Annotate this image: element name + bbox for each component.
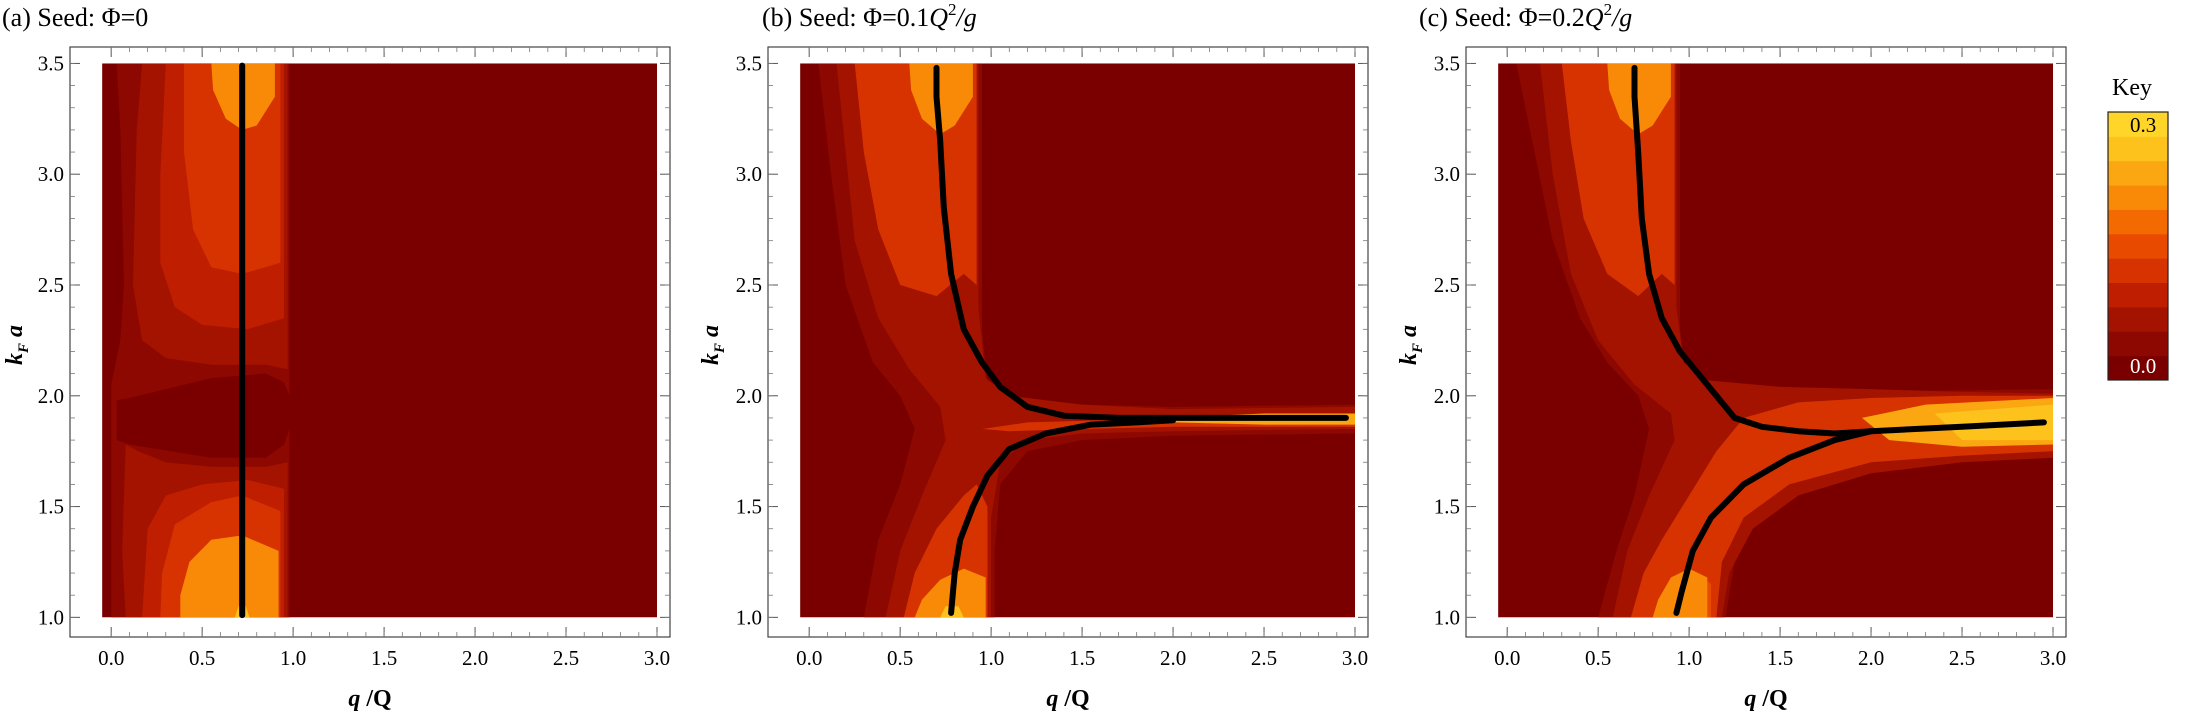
title-italic: Q <box>929 3 948 32</box>
title-prefix: (b) Seed: Φ=0.1 <box>762 3 929 32</box>
y-axis-label: kF a <box>1396 325 1426 365</box>
contour-region-4 <box>1630 395 2053 618</box>
panel-title: (b) Seed: Φ=0.1Q2/g <box>762 0 977 32</box>
optimal-curve-1 <box>948 417 1177 616</box>
optimal-curve-1 <box>1673 428 1875 616</box>
y-tick-label: 3.5 <box>1434 51 1460 75</box>
y-tick-label: 2.5 <box>38 273 64 297</box>
x-tick-label: 1.5 <box>1069 646 1095 670</box>
x-tick-label: 0.0 <box>98 646 124 670</box>
y-tick-label: 1.5 <box>1434 495 1460 519</box>
title-italic: Q <box>1585 3 1604 32</box>
x-tick-label: 0.0 <box>796 646 822 670</box>
contour-region-7 <box>909 63 973 135</box>
panel-c: 0.0 0.5 1.0 1.5 2.0 2.5 3.0 1.0 1.5 2.0 2.5 3.0 3.5 (… <box>1396 0 2067 712</box>
title-superscript: 2 <box>1604 0 1613 19</box>
key-swatch <box>2108 258 2168 284</box>
y-tick-label: 2.5 <box>1434 273 1460 297</box>
x-tick-label: 1.0 <box>978 646 1004 670</box>
key-swatch <box>2108 136 2168 162</box>
key-frame <box>2107 111 2169 381</box>
x-tick-label: 3.0 <box>2040 646 2066 670</box>
y-tick-label: 1.5 <box>736 495 762 519</box>
key-swatch <box>2108 331 2168 357</box>
x-tick-label: 0.5 <box>1585 646 1611 670</box>
x-tick-label: 0.5 <box>887 646 913 670</box>
x-tick-label: 0.5 <box>189 646 215 670</box>
x-tick-label: 1.0 <box>1676 646 1702 670</box>
key-swatch <box>2108 112 2168 137</box>
key-swatch <box>2108 282 2168 308</box>
key-title: Key <box>2112 75 2152 101</box>
x-axis-label: q /Q <box>1046 686 1089 712</box>
x-tick-label: 2.5 <box>1251 646 1277 670</box>
y-tick-label: 1.5 <box>38 495 64 519</box>
key-min-label: 0.0 <box>2130 354 2156 378</box>
optimal-curve-0 <box>1631 64 2047 437</box>
x-tick-label: 2.0 <box>1160 646 1186 670</box>
x-tick-label: 3.0 <box>1342 646 1368 670</box>
y-tick-label: 3.5 <box>38 51 64 75</box>
y-tick-label: 3.0 <box>736 162 762 186</box>
y-tick-label: 2.5 <box>736 273 762 297</box>
y-tick-label: 1.0 <box>736 605 762 629</box>
contour-regions <box>102 63 657 618</box>
key-swatch <box>2108 355 2168 381</box>
key-swatch <box>2108 160 2168 186</box>
y-tick-label: 3.0 <box>1434 162 1460 186</box>
key-swatch <box>2108 233 2168 259</box>
y-tick-label: 2.0 <box>38 384 64 408</box>
x-tick-label: 1.5 <box>1767 646 1793 670</box>
panel-a: 0.0 0.5 1.0 1.5 2.0 2.5 3.0 1.0 1.5 2.0 2.5 3.0 3.5 (… <box>2 3 671 712</box>
y-tick-label: 3.5 <box>736 51 762 75</box>
y-tick-label: 1.0 <box>1434 605 1460 629</box>
panel-title: (c) Seed: Φ=0.2Q2/g <box>1419 0 1632 32</box>
y-axis-label: kF a <box>2 325 32 365</box>
panel-title: (a) Seed: Φ=0 <box>2 3 148 32</box>
title-superscript: 2 <box>948 0 957 19</box>
contour-region-6 <box>1607 63 1671 135</box>
x-tick-label: 3.0 <box>644 646 670 670</box>
title-prefix: (c) Seed: Φ=0.2 <box>1419 3 1585 32</box>
x-tick-label: 2.0 <box>1858 646 1884 670</box>
key-swatch <box>2108 306 2168 332</box>
y-tick-label: 2.0 <box>1434 384 1460 408</box>
y-tick-label: 3.0 <box>38 162 64 186</box>
key-swatches <box>2108 112 2168 381</box>
x-axis-label: q /Q <box>348 686 391 712</box>
key-max-label: 0.3 <box>2130 113 2156 137</box>
title-suffix: /g <box>1610 3 1632 32</box>
y-axis-label: kF a <box>698 325 728 365</box>
panel-b: 0.0 0.5 1.0 1.5 2.0 2.5 3.0 1.0 1.5 2.0 2.5 3.0 3.5(… <box>698 0 1369 712</box>
key-swatch <box>2108 185 2168 210</box>
x-tick-label: 2.5 <box>1949 646 1975 670</box>
x-tick-label: 1.5 <box>371 646 397 670</box>
x-tick-label: 2.5 <box>553 646 579 670</box>
contour-regions <box>800 63 1355 618</box>
x-tick-label: 2.0 <box>462 646 488 670</box>
x-tick-label: 1.0 <box>280 646 306 670</box>
contour-regions <box>1498 63 2053 618</box>
x-tick-label: 0.0 <box>1494 646 1520 670</box>
key-swatch <box>2108 209 2168 235</box>
x-axis-label: q /Q <box>1744 686 1787 712</box>
contour-region-8 <box>180 535 279 618</box>
y-tick-label: 2.0 <box>736 384 762 408</box>
y-tick-label: 1.0 <box>38 605 64 629</box>
title-prefix: (a) Seed: Φ=0 <box>2 3 148 32</box>
color-key: Key 0.3 0.0 <box>2107 75 2169 381</box>
title-suffix: /g <box>955 3 977 32</box>
